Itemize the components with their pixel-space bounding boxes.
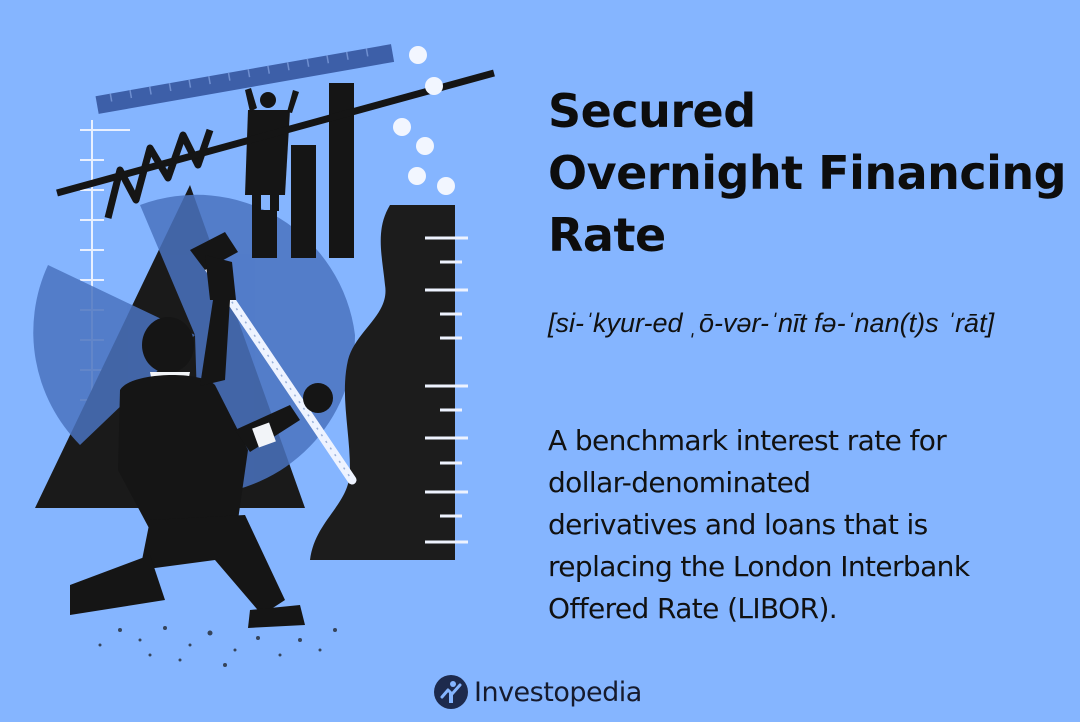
- definition-line: A benchmark interest rate for: [548, 424, 947, 457]
- definition-line: Offered Rate (LIBOR).: [548, 592, 838, 625]
- kneeling-person-figure: [70, 255, 333, 628]
- diagonal-trend-line: [56, 69, 495, 197]
- pronunciation-text: [si-ˈkyur-ed ˌō-vər-ˈnīt fə-ˈnan(t)s ˈrā…: [548, 308, 995, 338]
- standing-person-figure: [245, 88, 299, 211]
- ground-speckles: [98, 626, 337, 667]
- definition-line: derivatives and loans that is: [548, 508, 928, 541]
- brand-logo: Investopedia: [434, 670, 642, 714]
- page-title: Secured Overnight Financing Rate: [548, 80, 1067, 266]
- title-line: Secured: [548, 84, 756, 138]
- brand-name: Investopedia: [474, 676, 642, 708]
- title-line: Rate: [548, 208, 666, 262]
- blue-pie-shapes: [33, 194, 356, 496]
- right-scale-ticks: [425, 236, 468, 544]
- ruler-bar: [95, 44, 395, 114]
- dark-wave-column: [310, 205, 455, 560]
- definition-line: dollar-denominated: [548, 466, 811, 499]
- finance-illustration: [33, 44, 495, 667]
- definition-line: replacing the London Interbank: [548, 550, 970, 583]
- title-line: Overnight Financing: [548, 146, 1067, 200]
- investopedia-logo-icon: [434, 675, 468, 709]
- definition-text: A benchmark interest rate for dollar-den…: [548, 420, 1048, 630]
- floating-dots: [393, 46, 455, 195]
